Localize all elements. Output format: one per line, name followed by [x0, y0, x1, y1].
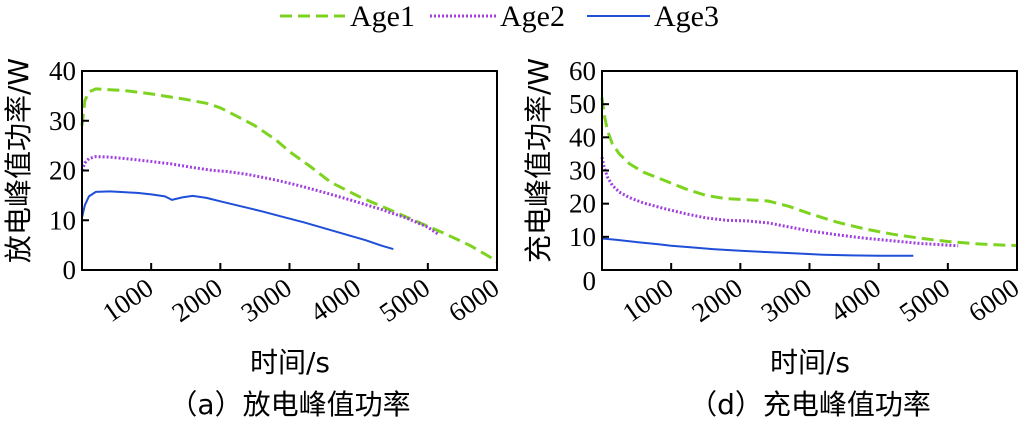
- x-tick-label-a: 3000: [235, 272, 296, 328]
- x-axis-label-d: 时间/s: [770, 346, 850, 379]
- x-tick-label-d: 6000: [963, 272, 1024, 328]
- legend-label-age2: Age2: [500, 0, 565, 33]
- legend: Age1 Age2 Age3: [280, 0, 719, 33]
- plot-frame-d: [601, 70, 1018, 271]
- y-axis-label-d: 充电峰值功率/W: [522, 58, 555, 263]
- y-tick-label-a: 10: [49, 205, 76, 235]
- legend-label-age1: Age1: [350, 0, 415, 33]
- y-tick-label-d: 30: [569, 156, 596, 186]
- y-tick-label-a: 20: [49, 156, 76, 186]
- y-tick-label-a: 40: [49, 56, 76, 86]
- caption-a: （a）放电峰值功率: [169, 388, 410, 421]
- y-tick-label-d: 20: [569, 189, 596, 219]
- origin-label-d: 0: [583, 266, 597, 296]
- y-axis-label-a: 放电峰值功率/W: [2, 58, 35, 263]
- x-tick-label-d: 3000: [755, 272, 816, 328]
- series-line-age3-d: [601, 237, 914, 257]
- y-tick-label-a: 0: [63, 255, 77, 285]
- y-tick-label-d: 50: [569, 89, 596, 119]
- series-line-age1-a: [80, 87, 498, 264]
- y-tick-label-d: 10: [569, 222, 596, 252]
- series-line-age2-d: [600, 156, 959, 248]
- discharge-peak-power-chart: 0 10 20 30 40 1000 2000 3000 4000 5000 6000 放电峰值功率/…: [2, 56, 504, 421]
- series-line-age3-a: [81, 190, 394, 251]
- x-tick-label-a: 4000: [305, 272, 366, 328]
- y-tick-label-d: 40: [569, 122, 596, 152]
- x-tick-label-a: 5000: [374, 272, 435, 328]
- x-tick-label-a: 6000: [443, 272, 504, 328]
- y-tick-label-d: 60: [569, 56, 596, 86]
- x-tick-label-a: 2000: [166, 272, 227, 328]
- legend-label-age3: Age3: [654, 0, 719, 33]
- caption-d: （d）充电峰值功率: [689, 388, 931, 421]
- x-tick-label-d: 4000: [825, 272, 886, 328]
- plot-frame-a: [81, 70, 498, 271]
- x-tick-label-d: 5000: [894, 272, 955, 328]
- x-tick-label-d: 2000: [686, 272, 747, 328]
- y-tick-label-a: 30: [49, 106, 76, 136]
- x-axis-label-a: 时间/s: [250, 346, 330, 379]
- x-tick-label-a: 1000: [97, 272, 158, 328]
- x-tick-label-d: 1000: [617, 272, 678, 328]
- series-line-age1-d: [600, 97, 1018, 247]
- series-line-age2-a: [80, 155, 440, 236]
